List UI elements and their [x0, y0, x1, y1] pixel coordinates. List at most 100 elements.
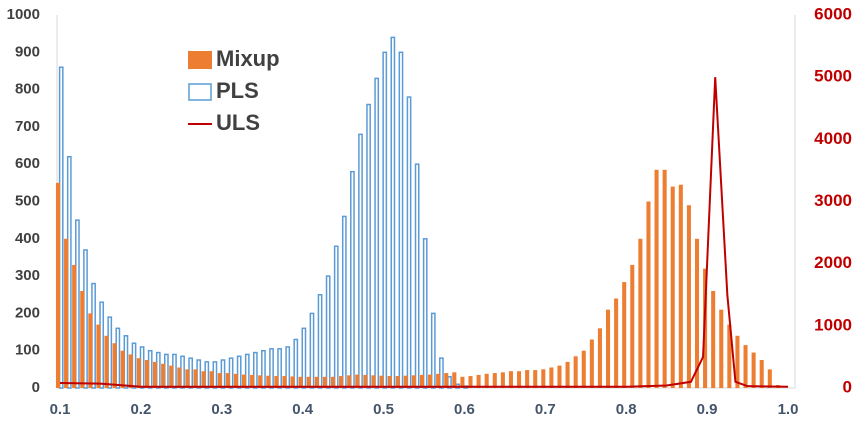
hist-bar	[366, 103, 371, 389]
hist-bar	[565, 361, 570, 388]
hist-bar	[347, 375, 352, 388]
hist-bar	[258, 375, 263, 388]
hist-bar	[533, 370, 538, 388]
hist-bar	[694, 238, 700, 388]
y2-tick-label: 0	[843, 377, 852, 396]
hist-bar	[622, 282, 627, 388]
hist-bar	[379, 375, 384, 388]
hist-bar	[686, 205, 691, 388]
hist-bar	[330, 376, 336, 388]
hist-bar	[719, 309, 724, 388]
x-tick-label: 0.1	[50, 401, 71, 418]
hist-bar	[309, 312, 315, 389]
hist-bar	[670, 186, 675, 388]
hist-bar	[751, 352, 756, 388]
hist-bar	[72, 264, 77, 388]
hist-bar	[350, 170, 355, 389]
hist-bar	[285, 346, 291, 389]
hist-bar	[274, 376, 279, 388]
y-tick-label: 400	[15, 230, 40, 247]
hist-bar	[678, 184, 683, 388]
y-tick-label: 700	[15, 118, 40, 135]
y-tick-label: 300	[15, 267, 40, 284]
hist-bar	[301, 327, 307, 389]
hist-bar	[306, 376, 311, 388]
hist-bar	[217, 373, 222, 388]
hist-bar	[282, 376, 287, 388]
x-tick-label: 0.2	[130, 401, 151, 418]
y2-tick-label: 6000	[814, 4, 852, 23]
hist-bar	[743, 345, 748, 388]
hist-bar	[589, 339, 594, 388]
hist-bar	[225, 373, 230, 388]
hist-bar	[444, 373, 449, 388]
y2-tick-label: 4000	[814, 129, 852, 148]
hist-bar	[662, 169, 667, 388]
hist-bar	[153, 361, 158, 388]
hist-bar	[767, 369, 772, 388]
hist-bar	[406, 96, 412, 389]
hist-bar	[131, 342, 137, 389]
hist-bar	[220, 359, 226, 389]
hist-bar	[606, 309, 611, 388]
y-tick-label: 200	[15, 304, 40, 321]
hist-bar	[96, 324, 101, 388]
y-tick-label: 800	[15, 81, 40, 98]
y-tick-label: 600	[15, 155, 40, 172]
hist-bar	[290, 376, 295, 388]
hist-bar	[419, 374, 424, 388]
hist-bar	[735, 335, 740, 388]
hist-bar	[123, 335, 129, 389]
hist-bar	[128, 354, 133, 388]
hist-bar	[55, 182, 60, 388]
hist-bar	[212, 361, 218, 389]
hist-bar	[147, 349, 153, 389]
hist-bar	[460, 376, 465, 388]
hist-bar	[201, 371, 206, 388]
hist-bar	[185, 369, 190, 388]
hist-bar	[83, 249, 88, 389]
hist-bar	[261, 349, 266, 389]
hist-bar	[525, 370, 530, 388]
hist-bar	[341, 215, 347, 389]
hist-bar	[314, 376, 319, 388]
hist-bar	[322, 376, 327, 388]
hist-bar	[654, 169, 659, 388]
hist-bar	[136, 358, 141, 388]
x-tick-label: 0.6	[454, 401, 475, 418]
hist-bar	[387, 376, 392, 388]
hist-bar	[398, 51, 404, 389]
hist-bar	[333, 245, 339, 389]
hist-bar	[508, 371, 513, 388]
y-tick-label: 100	[15, 342, 40, 359]
x-tick-label: 0.5	[373, 401, 394, 418]
hist-bar	[436, 373, 441, 388]
y-tick-label: 500	[15, 192, 40, 209]
hist-bar	[428, 374, 433, 388]
x-tick-label: 0.9	[697, 401, 718, 418]
hist-bar	[269, 348, 274, 389]
hist-bar	[630, 264, 635, 388]
hist-bar	[500, 372, 505, 388]
hist-bar	[144, 360, 149, 388]
hist-bar	[293, 338, 299, 389]
hist-bar	[382, 51, 388, 389]
hist-bar	[80, 291, 85, 388]
legend-label: Mixup	[216, 46, 280, 71]
hist-bar	[339, 376, 344, 388]
hist-bar	[104, 335, 109, 388]
x-tick-label: 0.4	[292, 401, 314, 418]
hist-bar	[430, 312, 436, 389]
y2-tick-label: 1000	[814, 315, 852, 334]
hist-bar	[439, 357, 444, 389]
hist-bar	[252, 351, 258, 389]
y-tick-label: 900	[15, 43, 40, 60]
hist-bar	[112, 343, 117, 388]
y2-tick-label: 2000	[814, 253, 852, 272]
hist-bar	[411, 375, 416, 388]
hist-bar	[395, 376, 400, 388]
hist-bar	[169, 365, 174, 388]
hist-bar	[193, 369, 198, 388]
hist-bar	[120, 350, 125, 388]
